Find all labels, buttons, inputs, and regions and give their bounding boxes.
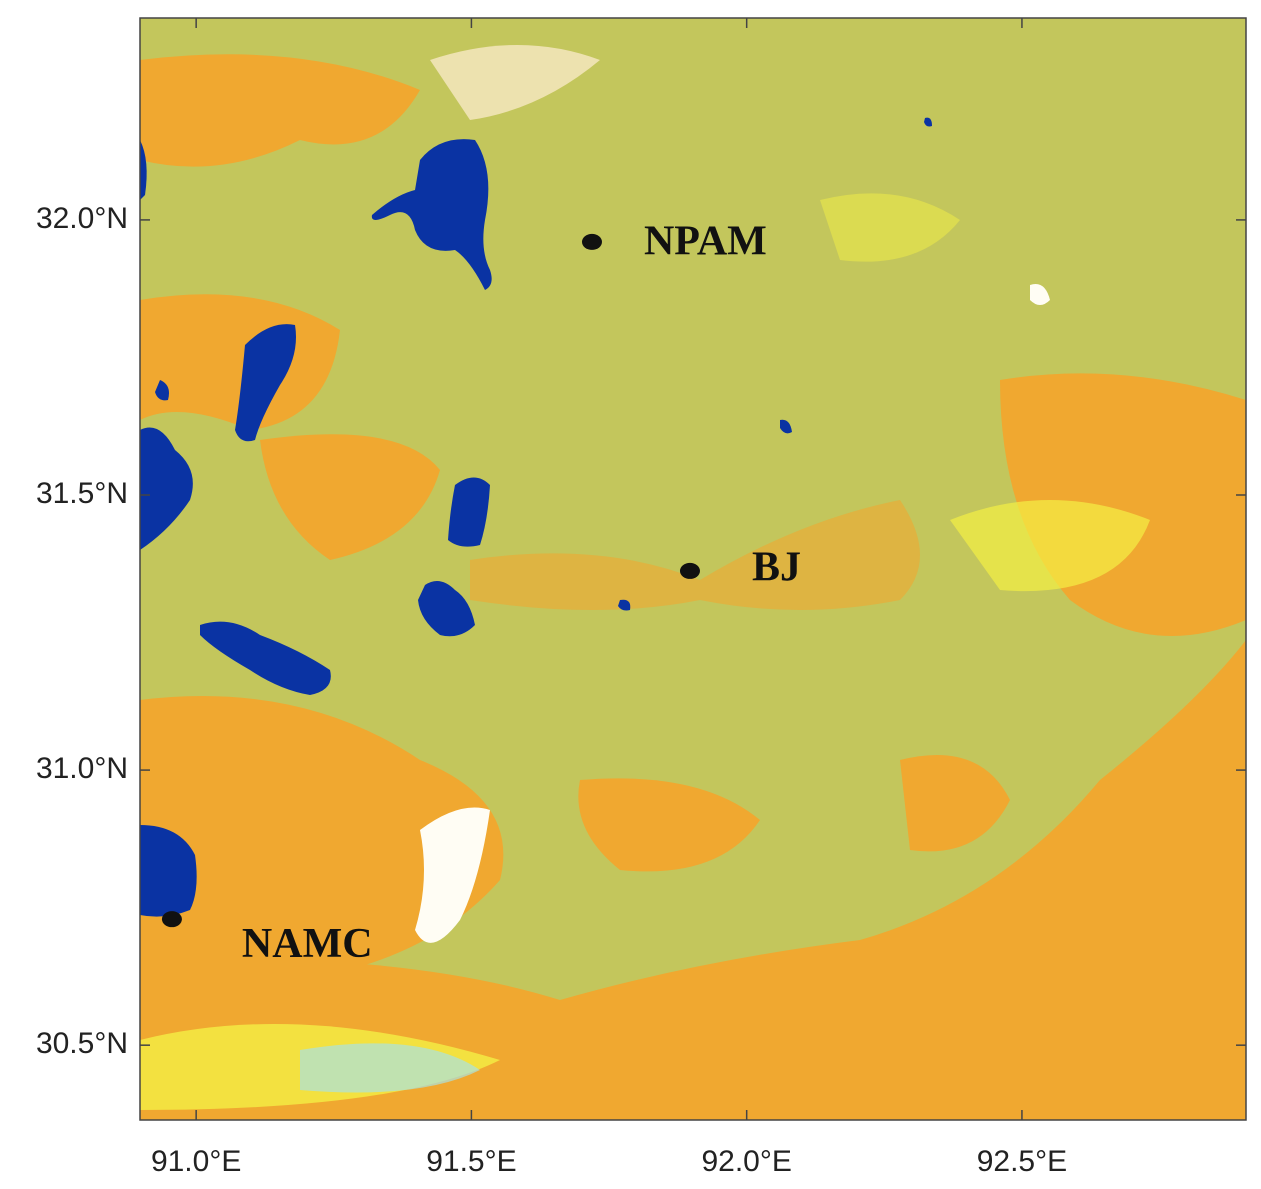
land-patch — [470, 500, 920, 610]
y-tick-label: 30.5°N — [36, 1027, 128, 1060]
station-marker — [161, 911, 182, 928]
land-patch — [140, 54, 420, 167]
lake — [200, 621, 331, 695]
land-patch — [430, 45, 600, 120]
lake — [140, 140, 147, 200]
x-tick-label: 91.5°E — [426, 1145, 516, 1178]
land-patch — [950, 500, 1150, 592]
lake — [924, 117, 932, 127]
lake — [235, 324, 296, 442]
lake — [155, 380, 169, 401]
land-patch — [820, 193, 960, 262]
lake — [418, 581, 475, 637]
map-frame — [139, 17, 1247, 1121]
x-tick-label: 92.0°E — [701, 1145, 791, 1178]
station-label: BJ — [752, 545, 801, 591]
land-patch — [140, 696, 504, 990]
land-patch — [300, 1043, 480, 1093]
lake — [780, 419, 792, 434]
land-patch — [260, 434, 440, 560]
station-label: NAMC — [242, 921, 373, 967]
x-tick-label: 92.5°E — [977, 1145, 1067, 1178]
lake — [140, 825, 197, 917]
snow-cover — [1030, 284, 1050, 305]
land-patch — [140, 640, 1246, 1120]
lake — [618, 599, 631, 611]
x-tick-label: 91.0°E — [151, 1145, 241, 1178]
station-marker — [679, 562, 700, 579]
land-patch — [578, 778, 760, 872]
y-tick-label: 32.0°N — [36, 202, 128, 235]
lake — [371, 139, 492, 290]
snow-cover — [415, 807, 490, 943]
lake — [448, 477, 490, 547]
land-cover — [140, 18, 1246, 1120]
lake — [140, 427, 193, 550]
land-patch — [900, 755, 1010, 852]
y-tick-label: 31.5°N — [36, 477, 128, 510]
y-tick-label: 31.0°N — [36, 752, 128, 785]
overlay: 91.0°E 91.5°E 92.0°E 92.5°E 30.5°N 31.0°N 31.5… — [36, 18, 1246, 1178]
station-label: NPAM — [644, 219, 767, 265]
station-marker — [581, 233, 602, 250]
